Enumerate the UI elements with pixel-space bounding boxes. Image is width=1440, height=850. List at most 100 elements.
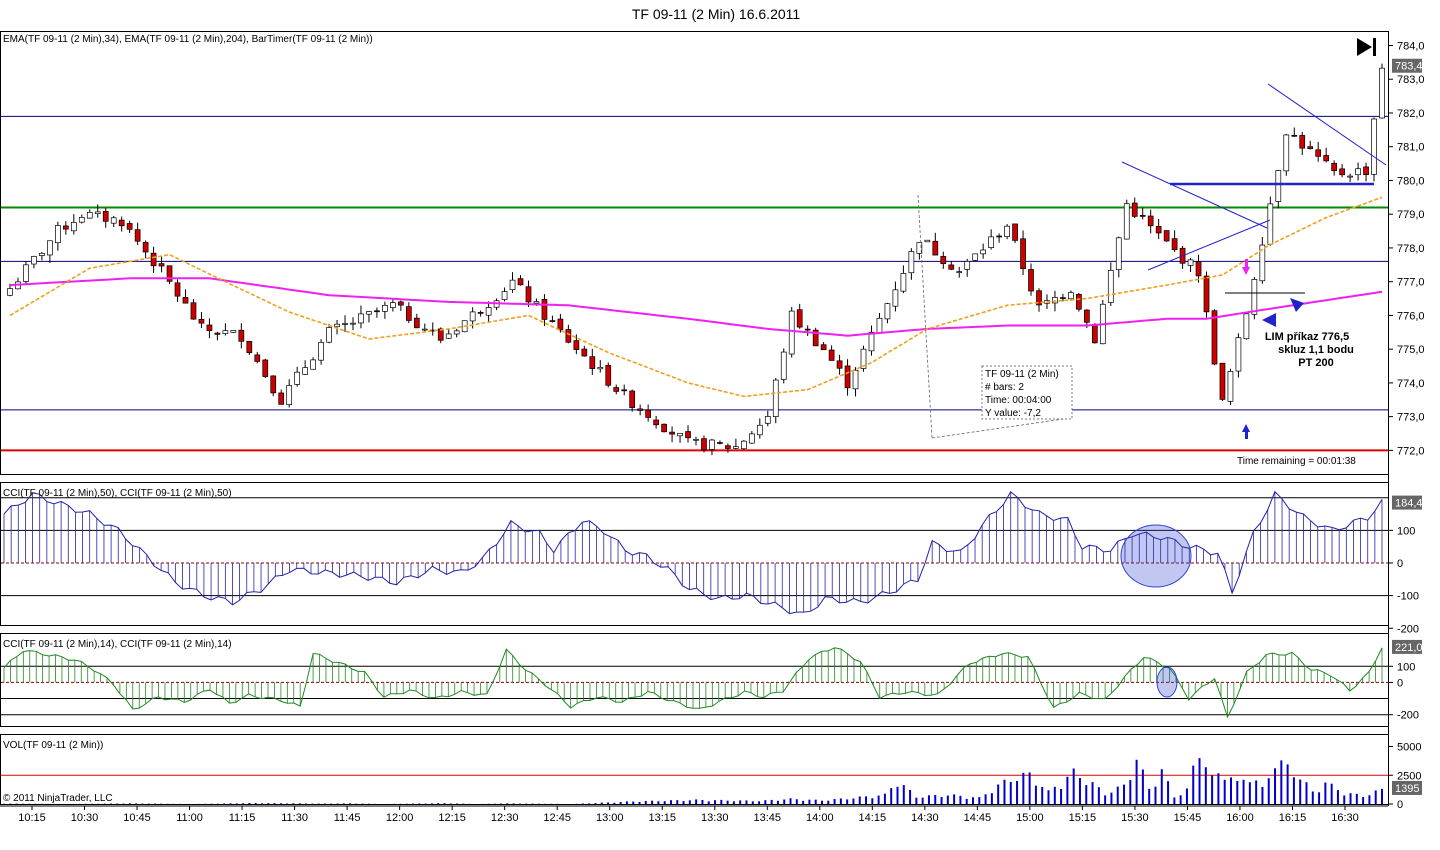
candle-body	[190, 302, 197, 320]
candle-body	[1020, 238, 1026, 270]
candle-body	[980, 249, 987, 255]
candle-body	[1203, 275, 1210, 313]
candle-body	[764, 416, 771, 424]
candle-body	[350, 322, 356, 325]
x-tick-label: 10:30	[71, 812, 99, 824]
candle-body	[31, 256, 37, 265]
candle-body	[605, 365, 612, 386]
candle-body	[1084, 309, 1090, 323]
candle-body	[908, 251, 915, 274]
x-tick-label: 14:15	[859, 812, 887, 824]
candle-body	[836, 360, 843, 369]
candle-body	[1275, 170, 1282, 202]
candle-body	[661, 423, 667, 433]
candle-body	[78, 217, 85, 223]
x-tick-label: 11:15	[229, 812, 256, 824]
x-tick-label: 15:30	[1121, 812, 1149, 824]
candle-body	[868, 331, 875, 352]
candle-body	[613, 387, 620, 392]
x-tick-label: 13:30	[701, 812, 729, 824]
candle-body	[565, 329, 572, 343]
candle-body	[860, 348, 867, 369]
candle-body	[669, 431, 675, 435]
candle-body	[142, 242, 149, 253]
candle-body	[892, 289, 899, 307]
x-tick-label: 11:45	[334, 812, 361, 824]
candle-body	[318, 342, 324, 361]
arrow-down-left-icon	[1290, 298, 1304, 312]
candle-body	[445, 333, 452, 339]
candle-body	[47, 240, 53, 256]
candle-body	[756, 424, 763, 436]
x-tick-label: 12:15	[438, 812, 466, 824]
candle-body	[501, 291, 508, 300]
candle-body	[597, 366, 604, 370]
candle-body	[1163, 230, 1170, 242]
y-tick-label: 0	[1397, 558, 1403, 570]
order-note-line3: PT 200	[1298, 357, 1333, 369]
y-tick-label: 782,0	[1397, 108, 1425, 120]
candle-body	[405, 306, 412, 321]
candle-body	[541, 299, 548, 320]
y-tick-label: 100	[1397, 525, 1415, 537]
candle-body	[1355, 168, 1361, 176]
candle-body	[812, 329, 819, 347]
candle-body	[374, 310, 380, 313]
candle-body	[1028, 269, 1034, 292]
candle-body	[1219, 362, 1226, 400]
candle-body	[509, 279, 516, 290]
volume-panel-label: VOL(TF 09-11 (2 Min))	[3, 740, 103, 751]
candle-body	[932, 240, 939, 256]
candle-body	[621, 389, 628, 392]
candle-body	[717, 442, 723, 444]
price-panel-label: EMA(TF 09-11 (2 Min),34), EMA(TF 09-11 (…	[3, 34, 373, 45]
candle-body	[1004, 225, 1010, 237]
price-panel: 784,0 783,0 782,0 781,0 780,0 779,0 778,0 777,0…	[1, 40, 1425, 457]
last-value-tag	[1392, 639, 1422, 654]
candle-body	[573, 340, 580, 350]
candle-body	[469, 311, 476, 322]
candle-body	[342, 323, 348, 325]
volume-panel: 5000 2500 0 1395	[1, 742, 1422, 811]
arrow-up-icon	[1242, 424, 1250, 432]
last-value-tag	[1392, 58, 1422, 73]
y-tick-label: 777,0	[1397, 277, 1425, 289]
y-tick-label: -200	[1397, 710, 1419, 722]
candle-body	[1371, 118, 1377, 175]
candle-body	[940, 256, 947, 265]
candle-body	[39, 252, 45, 256]
x-tick-label: 12:00	[386, 812, 414, 824]
candle-body	[126, 223, 133, 230]
candle-body	[1076, 294, 1082, 310]
x-tick-label: 11:30	[281, 812, 308, 824]
y-tick-label: -200	[1397, 623, 1419, 635]
candle-body	[645, 409, 651, 418]
candle-body	[421, 328, 428, 331]
candle-body	[294, 371, 301, 385]
ema34-line	[9, 196, 1383, 398]
y-tick-label: -100	[1397, 591, 1419, 603]
x-tick-label: 13:15	[648, 812, 676, 824]
candle-body	[1091, 324, 1098, 344]
candle-body	[398, 301, 404, 306]
candle-body	[94, 211, 101, 214]
y-tick-label: 774,0	[1397, 378, 1425, 390]
candle-body	[1052, 297, 1058, 304]
candle-body	[533, 301, 540, 304]
candle-body	[1379, 67, 1385, 119]
x-tick-label: 16:00	[1226, 812, 1254, 824]
candle-body	[733, 446, 739, 449]
candle-body	[270, 375, 277, 394]
candle-body	[23, 264, 29, 282]
candle-body	[1068, 292, 1074, 300]
x-tick-label: 11:00	[176, 812, 203, 824]
x-tick-label: 14:00	[806, 812, 834, 824]
candle-body	[55, 225, 61, 244]
arrow-left-icon	[1262, 313, 1276, 327]
candle-body	[174, 282, 181, 297]
skip-forward-icon[interactable]	[1357, 38, 1376, 56]
candle-body	[924, 239, 931, 243]
bar-timer: Time remaining = 00:01:38	[1237, 456, 1356, 467]
y-tick-label: 5000	[1397, 742, 1421, 754]
candle-body	[629, 390, 636, 408]
